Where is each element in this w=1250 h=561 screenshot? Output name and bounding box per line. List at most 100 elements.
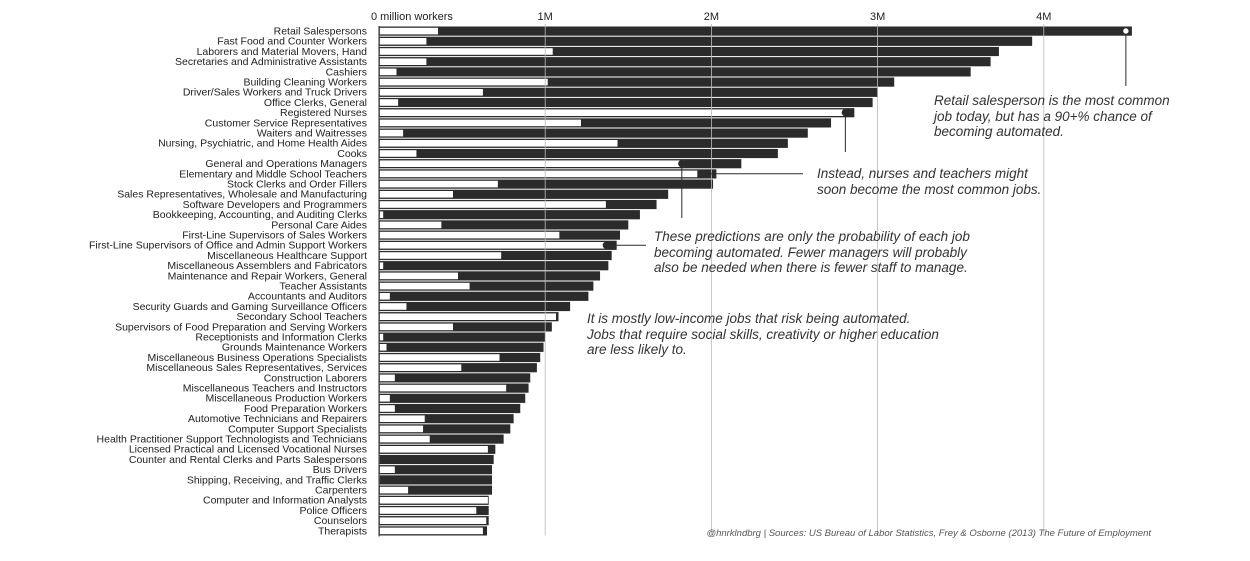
bar-total — [379, 322, 552, 332]
bar-safe — [379, 363, 462, 372]
highlight-dot — [1122, 27, 1130, 35]
bar-total — [379, 301, 571, 312]
category-label: Software Developers and Programmers — [183, 199, 367, 211]
category-label: Miscellaneous Sales Representatives, Ser… — [146, 362, 367, 374]
category-label: Teacher Assistants — [279, 281, 367, 293]
category-label: Bus Drivers — [313, 464, 367, 476]
bar-safe — [379, 98, 399, 107]
category-label: First-Line Supervisors of Office and Adm… — [89, 240, 367, 252]
x-tick-labels: 0 million workers 1M 2M 3M 4M — [371, 11, 1051, 23]
category-label: Receptionists and Information Clerks — [195, 332, 367, 344]
bar-safe — [379, 404, 396, 413]
bar-safe — [379, 394, 391, 403]
category-label: Fast Food and Counter Workers — [217, 36, 367, 48]
bar-safe — [379, 506, 477, 515]
bar-safe — [379, 57, 427, 66]
bar-safe — [379, 322, 454, 331]
bar-safe — [379, 424, 424, 433]
x-tick-label: 1M — [538, 11, 553, 23]
bar-total — [379, 271, 601, 281]
bar-total — [379, 179, 714, 189]
x-tick-label: 4M — [1036, 11, 1051, 23]
category-label: Grounds Maintenance Workers — [222, 342, 367, 354]
bar-total — [379, 210, 640, 220]
bar-safe — [379, 333, 384, 341]
bar-safe — [379, 353, 501, 362]
bar-safe — [379, 78, 549, 86]
bar-total — [379, 434, 504, 444]
bar-safe — [379, 139, 619, 148]
category-label: Security Guards and Gaming Surveillance … — [133, 301, 367, 313]
bar-total — [379, 424, 511, 434]
category-label: Retail Salespersons — [274, 26, 367, 38]
category-label: Computer Support Specialists — [228, 423, 367, 435]
category-label: Maintenance and Repair Workers, General — [168, 270, 367, 282]
category-label: Driver/Sales Workers and Truck Drivers — [183, 87, 367, 99]
bar-total — [379, 475, 493, 485]
category-label: Miscellaneous Business Operations Specia… — [148, 352, 367, 364]
bar-safe — [379, 496, 489, 505]
bar-safe — [379, 445, 489, 454]
bar-safe — [379, 108, 845, 117]
category-label: Counselors — [314, 515, 367, 527]
highlight-dot — [841, 108, 850, 117]
category-label: Sales Representatives, Wholesale and Man… — [117, 189, 367, 201]
highlight-dot — [602, 241, 611, 249]
bar-total — [379, 393, 526, 403]
bar-total — [379, 220, 629, 230]
x-tick-label: 3M — [870, 11, 885, 23]
category-label: Carpenters — [315, 485, 367, 497]
category-label: First-Line Supervisors of Sales Workers — [182, 230, 367, 242]
category-label: Supervisors of Food Preparation and Serv… — [115, 321, 367, 333]
highlight-dot — [678, 159, 686, 168]
bar-safe — [379, 475, 381, 484]
bar-safe — [379, 465, 396, 474]
bar-total — [379, 414, 514, 424]
bar-total — [379, 36, 1033, 46]
category-label: Automotive Technicians and Repairers — [188, 413, 367, 425]
bar-total — [379, 403, 521, 414]
category-label: Bookkeeping, Accounting, and Auditing Cl… — [153, 209, 367, 221]
category-label: Personal Care Aides — [271, 219, 367, 231]
category-label: Laborers and Material Movers, Hand — [197, 46, 368, 58]
bar-safe — [379, 119, 582, 127]
bar-total — [379, 332, 546, 342]
bar-safe — [379, 373, 396, 382]
bar-total — [379, 291, 589, 301]
bar-total — [379, 26, 1132, 36]
category-label: Registered Nurses — [280, 107, 367, 119]
category-label: Miscellaneous Production Workers — [206, 393, 367, 405]
bar-total — [379, 261, 609, 271]
bar-safe — [379, 251, 502, 260]
source-credit: @hnrklndbrg | Sources: US Bureau of Labo… — [706, 528, 1151, 539]
bar-total — [379, 97, 873, 108]
x-tick-label: 2M — [704, 11, 719, 23]
category-label: Therapists — [318, 525, 367, 537]
bar-safe — [379, 384, 507, 392]
bar-safe — [379, 414, 426, 423]
category-label: Office Clerks, General — [264, 97, 367, 109]
bar-safe — [379, 526, 484, 535]
bar-safe — [379, 180, 499, 188]
category-label: Counter and Rental Clerks and Parts Sale… — [129, 454, 367, 466]
category-label: General and Operations Managers — [205, 158, 367, 170]
category-label: Miscellaneous Teachers and Instructors — [183, 383, 367, 395]
bar-safe — [379, 455, 381, 464]
bar-safe — [379, 149, 418, 158]
category-label: Accountants and Auditors — [248, 291, 367, 303]
bar-total — [379, 454, 494, 465]
bar-safe — [379, 200, 607, 209]
bar-total — [379, 485, 493, 495]
annotation-low-income: It is mostly low-income jobs that risk b… — [587, 311, 939, 357]
bar-total — [379, 465, 493, 475]
category-label: Food Preparation Workers — [244, 403, 367, 415]
bar-safe — [379, 292, 391, 301]
category-label: Shipping, Receiving, and Traffic Clerks — [187, 474, 367, 486]
bar-total — [379, 189, 669, 199]
annotation-managers: These predictions are only the probabili… — [654, 229, 970, 275]
bar-safe — [379, 190, 454, 199]
bar-total — [379, 281, 594, 291]
category-label: Police Officers — [300, 505, 368, 517]
